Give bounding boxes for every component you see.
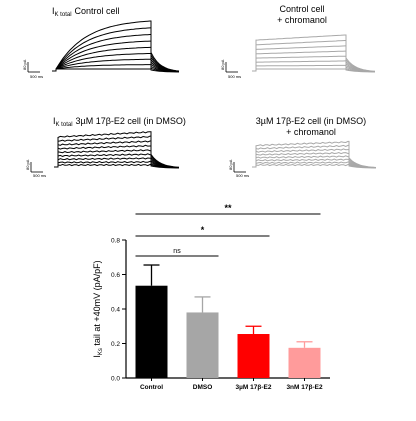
panel-control-title: IK total Control cell: [52, 6, 120, 18]
bar: [288, 347, 321, 378]
bar: [237, 334, 270, 378]
current-trace: [252, 155, 376, 169]
current-trace: [52, 53, 180, 73]
x-tick-label: 3nM 17β-E2: [286, 384, 323, 391]
panel-control-chromanol-title-line1: Control cell: [279, 4, 324, 14]
x-tick-label: Control: [140, 384, 163, 391]
current-trace: [252, 151, 377, 169]
panel-e2-chromanol-traces: 3µM 17β-E2 cell (in DMSO) + chromanol 80…: [228, 116, 377, 178]
bar: [186, 312, 219, 378]
current-traces-control-chromanol: [252, 34, 376, 73]
current-traces-e2-chromanol: [252, 140, 377, 169]
current-trace: [52, 64, 179, 73]
panel-e2-traces: IK total 3µM 17β-E2 cell (in DMSO) 80 pA …: [25, 116, 186, 178]
x-tick-label: 3µM 17β-E2: [236, 384, 272, 391]
current-traces-control: [52, 20, 180, 73]
x-tick-label: DMSO: [193, 384, 213, 391]
current-traces-e2: [54, 131, 180, 169]
current-trace: [252, 161, 377, 169]
current-trace: [52, 46, 180, 72]
significance-label: ns: [173, 248, 181, 255]
significance-brackets: ***ns: [135, 203, 321, 257]
current-trace: [54, 160, 179, 169]
panel-control-chromanol-title-line2: + chromanol: [277, 15, 327, 25]
current-trace: [252, 50, 376, 73]
current-trace: [52, 27, 180, 72]
y-ticks: 0.0 0.2 0.4 0.6 0.8: [111, 238, 126, 383]
y-tick-label: 0.0: [111, 376, 120, 383]
current-trace: [54, 157, 180, 169]
panel-control-traces: IK total Control cell 80 pA 500 ms: [22, 6, 180, 79]
scale-label-current: 80 pA: [25, 159, 30, 170]
current-trace: [52, 34, 180, 72]
panel-e2-chromanol-title-line2: + chromanol: [286, 127, 336, 137]
current-trace: [252, 60, 376, 73]
y-tick-label: 0.8: [111, 238, 120, 245]
scale-label-current: 80 pA: [228, 159, 233, 170]
current-trace: [252, 148, 377, 169]
x-tick-labels: Control DMSO 3µM 17β-E2 3nM 17β-E2: [140, 378, 323, 391]
scale-label-current: 80 pA: [220, 59, 225, 70]
bar: [135, 285, 168, 378]
current-trace: [252, 55, 376, 73]
current-trace: [252, 68, 375, 73]
bar-chart: IKs tail at +40mV (pA/pF) 0.00.20.40.60.…: [92, 203, 330, 391]
current-trace: [54, 131, 180, 168]
y-tick-label: 0.2: [111, 341, 120, 348]
current-trace: [54, 140, 180, 168]
current-trace: [54, 135, 180, 168]
y-axis-label: IKs tail at +40mV (pA/pF): [92, 260, 104, 357]
scale-label-time: 500 ms: [30, 74, 43, 79]
current-trace: [52, 58, 180, 73]
current-trace: [54, 153, 180, 169]
scale-label-time: 500 ms: [236, 173, 249, 178]
current-trace: [252, 140, 377, 168]
current-trace: [52, 68, 179, 73]
y-tick-label: 0.4: [111, 307, 120, 314]
current-trace: [52, 40, 180, 72]
current-trace: [54, 144, 180, 169]
current-trace: [252, 158, 377, 169]
y-tick-label: 0.6: [111, 272, 120, 279]
current-trace: [252, 40, 376, 72]
current-trace: [54, 163, 179, 169]
panel-control-chromanol-traces: Control cell + chromanol 80 pA 500 ms: [220, 4, 376, 79]
current-trace: [252, 64, 375, 73]
current-trace: [54, 149, 180, 169]
current-trace: [252, 34, 376, 72]
current-trace: [52, 20, 180, 72]
current-trace: [252, 144, 377, 169]
current-trace: [252, 45, 376, 72]
scale-label-time: 500 ms: [228, 74, 241, 79]
scale-label-time: 500 ms: [33, 173, 46, 178]
panel-e2-chromanol-title-line1: 3µM 17β-E2 cell (in DMSO): [256, 116, 366, 126]
significance-label: *: [201, 225, 205, 235]
panel-e2-title: IK total 3µM 17β-E2 cell (in DMSO): [53, 116, 186, 128]
scale-label-current: 80 pA: [22, 59, 27, 70]
current-trace: [252, 163, 376, 169]
bars: [135, 264, 321, 378]
significance-label: **: [224, 203, 232, 213]
